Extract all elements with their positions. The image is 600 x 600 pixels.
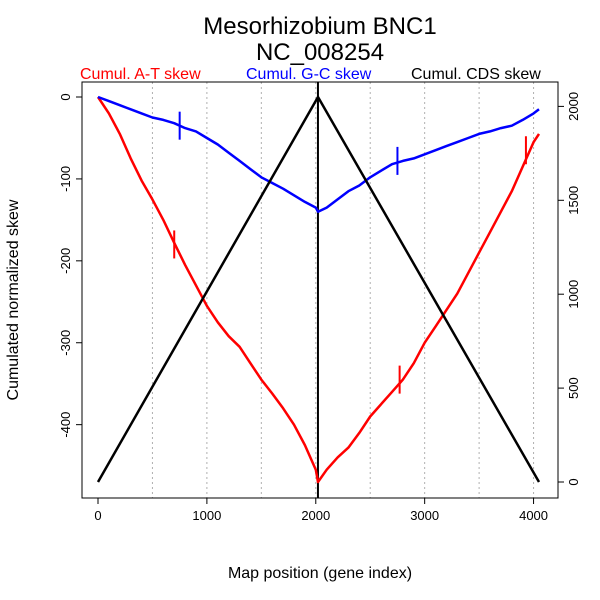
chart-subtitle: NC_008254 xyxy=(256,39,384,66)
y-right-tick-label: 0 xyxy=(566,478,581,485)
y-left-tick-label: -400 xyxy=(58,412,73,438)
y-left-tick-label: 0 xyxy=(58,93,73,100)
legend-gc-skew: Cumul. G-C skew xyxy=(246,66,372,83)
legend-at-skew: Cumul. A-T skew xyxy=(80,66,201,83)
y-right-tick-label: 1000 xyxy=(566,280,581,309)
series-layer xyxy=(96,82,541,498)
axis-layer: 0 1000 2000 3000 4000 0 -100 -200 -300 -400 0 500 10… xyxy=(58,92,581,523)
x-tick-label: 0 xyxy=(94,508,101,523)
x-tick-label: 1000 xyxy=(192,508,221,523)
legend-cds-skew: Cumul. CDS skew xyxy=(411,66,541,83)
y-left-tick-label: -100 xyxy=(58,166,73,192)
chart-title: Mesorhizobium BNC1 xyxy=(203,13,436,40)
y-right-tick-label: 1500 xyxy=(566,186,581,215)
series-line-cumul-cds-skew xyxy=(96,95,541,483)
x-axis-label: Map position (gene index) xyxy=(228,565,412,582)
series-line-cumul-g-c-skew xyxy=(97,95,540,213)
x-tick-label: 2000 xyxy=(301,508,330,523)
y-axis-label: Cumulated normalized skew xyxy=(5,199,22,400)
y-left-tick-label: -300 xyxy=(58,330,73,356)
y-right-tick-label: 2000 xyxy=(566,92,581,121)
y-right-tick-label: 500 xyxy=(566,377,581,399)
x-tick-label: 3000 xyxy=(410,508,439,523)
marker-layer xyxy=(173,111,527,394)
plot-frame xyxy=(81,81,559,499)
y-left-tick-label: -200 xyxy=(58,248,73,274)
gridlines xyxy=(151,82,535,498)
x-tick-label: 4000 xyxy=(519,508,548,523)
